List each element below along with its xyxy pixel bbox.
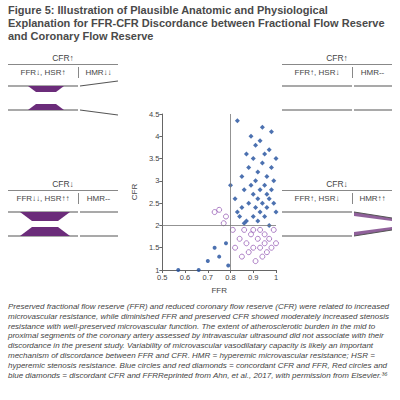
svg-text:0.6: 0.6 bbox=[180, 273, 190, 282]
svg-text:FFR: FFR bbox=[211, 286, 227, 295]
svg-text:0.7: 0.7 bbox=[203, 273, 213, 282]
html-text:FFR↓, HSR↑: FFR↓, HSR↑ bbox=[20, 68, 66, 77]
svg-text:1: 1 bbox=[274, 273, 278, 282]
svg-text:CFR: CFR bbox=[130, 184, 139, 201]
svg-text:0.9: 0.9 bbox=[248, 273, 258, 282]
html-text:CFR↑: CFR↑ bbox=[52, 53, 74, 63]
svg-text:0.5: 0.5 bbox=[157, 273, 167, 282]
svg-text:2.5: 2.5 bbox=[149, 199, 159, 208]
html-text:CFR↓: CFR↓ bbox=[52, 179, 74, 189]
html-text:FFR↓↓, HSR↑↑: FFR↓↓, HSR↑↑ bbox=[16, 194, 70, 203]
svg-text:4.5: 4.5 bbox=[149, 110, 159, 119]
html-text:Figure 5: Illustration of Plau: Figure 5: Illustration of Plausible Anat… bbox=[8, 4, 385, 42]
html-text:HMR↑↑: HMR↑↑ bbox=[359, 194, 386, 203]
svg-text:0.8: 0.8 bbox=[225, 273, 235, 282]
html-text:FFR↑, HSR↓: FFR↑, HSR↓ bbox=[294, 194, 340, 203]
svg-text:4: 4 bbox=[155, 132, 159, 141]
html-text:Preserved fractional flow rese: Preserved fractional flow reserve (FFR) … bbox=[8, 302, 389, 380]
svg-text:3: 3 bbox=[155, 176, 159, 185]
html-text:FFR↑, HSR↓: FFR↑, HSR↓ bbox=[294, 68, 340, 77]
html-text:CFR↑: CFR↑ bbox=[326, 53, 348, 63]
html-text:HMR--: HMR-- bbox=[360, 68, 385, 77]
svg-text:2: 2 bbox=[155, 221, 159, 230]
html-text:HMR--: HMR-- bbox=[86, 194, 111, 203]
svg-text:3.5: 3.5 bbox=[149, 154, 159, 163]
svg-text:1.5: 1.5 bbox=[149, 243, 159, 252]
html-text:CFR↓: CFR↓ bbox=[326, 179, 348, 189]
svg-text:1: 1 bbox=[155, 265, 160, 275]
html-text:HMR↓↓: HMR↓↓ bbox=[85, 68, 112, 77]
